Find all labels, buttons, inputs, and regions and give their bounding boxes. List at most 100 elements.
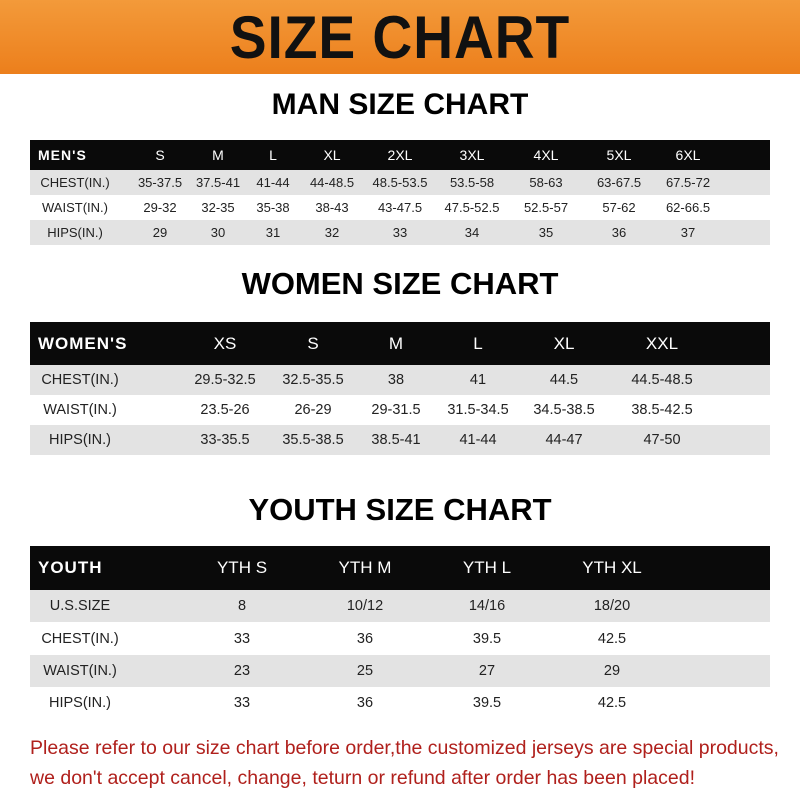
size-header-cell: M (212, 147, 224, 163)
table-cell: 36 (356, 630, 374, 647)
size-header-cell: YTH S (216, 558, 268, 577)
table-cell: 39.5 (472, 630, 502, 647)
row-label: HIPS(IN.) (48, 432, 112, 448)
table-cell: 36 (611, 225, 627, 240)
table-cell: 41 (469, 372, 487, 388)
table-cell: 38-43 (315, 200, 349, 215)
table-cell: 27 (478, 663, 496, 679)
table-cell: 32.5-35.5 (282, 372, 344, 388)
size-header-cell: XL (323, 147, 341, 163)
table-cell: 14/16 (468, 598, 506, 614)
table-cell: 18/20 (593, 598, 631, 614)
table-cell: 52.5-57 (523, 200, 569, 215)
table-cell: 42.5 (597, 694, 627, 711)
table-cell: 29-31.5 (371, 402, 421, 418)
row-label: HIPS(IN.) (48, 694, 112, 711)
table-cell: 38.5-42.5 (631, 402, 693, 418)
row-label: CHEST(IN.) (41, 372, 119, 388)
row-label: HIPS(IN.) (47, 225, 103, 240)
table-cell: 30 (210, 225, 226, 240)
table-title-cell: MEN'S (38, 147, 87, 163)
order-policy-note: Please refer to our size chart before or… (30, 733, 780, 793)
table-cell: 29.5-32.5 (194, 372, 256, 388)
table-title-cell: YOUTH (38, 558, 103, 577)
banner-title: SIZE CHART (229, 3, 571, 71)
row-label: WAIST(IN.) (42, 200, 108, 215)
note-line-2: we don't accept cancel, change, teturn o… (30, 767, 695, 789)
table-header-row: YOUTH YTH S YTH M YTH L YTH XL (30, 546, 770, 590)
table-cell: 10/12 (346, 598, 384, 614)
men-size-table: MEN'S S M L XL 2XL 3XL 4XL 5XL 6XL CHEST(IN.) 35-37… (30, 140, 770, 245)
table-cell: 44-48.5 (309, 175, 355, 190)
table-cell: 32 (324, 225, 340, 240)
table-cell: 8 (237, 598, 247, 614)
table-cell: 39.5 (472, 694, 502, 711)
table-cell: 37.5-41 (195, 175, 241, 190)
size-header-cell: YTH L (462, 558, 512, 577)
table-cell: 36 (356, 694, 374, 711)
table-cell: 29 (603, 663, 621, 679)
row-label: U.S.SIZE (49, 598, 111, 614)
table-row: HIPS(IN.) 33 36 39.5 42.5 (30, 687, 770, 718)
table-cell: 26-29 (294, 402, 332, 418)
table-row: CHEST(IN.) 29.5-32.5 32.5-35.5 38 41 44.5 44.5… (30, 365, 770, 395)
table-cell: 47.5-52.5 (444, 200, 500, 215)
table-cell: 67.5-72 (665, 175, 711, 190)
table-header-row: WOMEN'S XS S M L XL XXL (30, 322, 770, 365)
size-header-cell: S (155, 147, 165, 163)
table-row: WAIST(IN.) 23 25 27 29 (30, 655, 770, 687)
row-label: CHEST(IN.) (40, 175, 110, 190)
table-cell: 33 (233, 630, 251, 647)
table-cell: 35 (538, 225, 554, 240)
table-cell: 31.5-34.5 (447, 402, 509, 418)
size-header-cell: XS (213, 333, 237, 353)
table-cell: 58-63 (529, 175, 563, 190)
table-row: CHEST(IN.) 35-37.5 37.5-41 41-44 44-48.5 48.5… (30, 170, 770, 195)
row-label: WAIST(IN.) (43, 663, 117, 679)
table-cell: 35-38 (256, 200, 290, 215)
size-header-cell: YTH XL (582, 558, 642, 577)
table-row: WAIST(IN.) 29-32 32-35 35-38 38-43 43-47.5 47.… (30, 195, 770, 220)
size-header-cell: 4XL (533, 147, 559, 163)
table-cell: 35-37.5 (137, 175, 183, 190)
size-header-cell: YTH M (338, 558, 392, 577)
table-row: U.S.SIZE 8 10/12 14/16 18/20 (30, 590, 770, 622)
table-cell: 34.5-38.5 (533, 402, 595, 418)
size-header-cell: S (307, 333, 319, 353)
table-cell: 42.5 (597, 630, 627, 647)
table-cell: 33-35.5 (200, 432, 250, 448)
table-cell: 34 (464, 225, 480, 240)
table-cell: 38 (387, 372, 405, 388)
table-row: CHEST(IN.) 33 36 39.5 42.5 (30, 622, 770, 655)
table-cell: 32-35 (201, 200, 235, 215)
table-cell: 44.5 (549, 372, 579, 388)
table-cell: 37 (680, 225, 696, 240)
table-cell: 62-66.5 (665, 200, 711, 215)
table-row: HIPS(IN.) 29 30 31 32 33 34 35 36 37 (30, 220, 770, 245)
youth-section-title: YOUTH SIZE CHART (248, 492, 552, 527)
size-header-cell: 6XL (675, 147, 701, 163)
row-label: WAIST(IN.) (43, 402, 117, 418)
table-cell: 31 (265, 225, 281, 240)
table-cell: 25 (356, 663, 374, 679)
size-header-cell: XL (553, 333, 575, 353)
table-cell: 29-32 (143, 200, 177, 215)
table-cell: 63-67.5 (596, 175, 642, 190)
table-cell: 57-62 (602, 200, 636, 215)
table-header-row: MEN'S S M L XL 2XL 3XL 4XL 5XL 6XL (30, 140, 770, 170)
size-header-cell: 3XL (459, 147, 485, 163)
table-cell: 41-44 (256, 175, 290, 190)
table-cell: 33 (233, 694, 251, 711)
size-header-cell: XXL (645, 333, 679, 353)
men-section-title: MAN SIZE CHART (271, 88, 529, 121)
women-section-title: WOMEN SIZE CHART (241, 266, 559, 301)
table-cell: 43-47.5 (377, 200, 423, 215)
table-cell: 38.5-41 (371, 432, 421, 448)
size-header-cell: L (473, 333, 483, 353)
table-cell: 23 (233, 663, 251, 679)
table-cell: 23.5-26 (200, 402, 250, 418)
table-cell: 44-47 (545, 432, 583, 448)
table-cell: 35.5-38.5 (282, 432, 344, 448)
row-label: CHEST(IN.) (41, 630, 119, 647)
youth-size-table: YOUTH YTH S YTH M YTH L YTH XL U.S.SIZE 8 10/12… (30, 546, 770, 718)
